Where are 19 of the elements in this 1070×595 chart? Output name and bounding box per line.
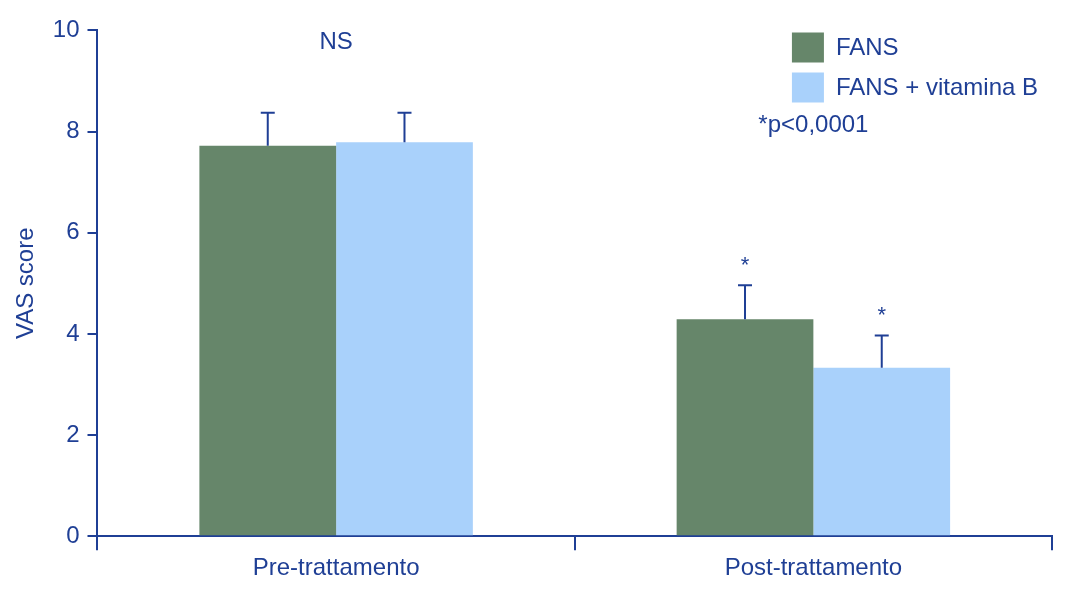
bar xyxy=(336,142,473,536)
y-axis-title: VAS score xyxy=(11,227,39,340)
bar xyxy=(813,367,951,536)
x-tick-label: Pre-trattamento xyxy=(252,553,420,581)
y-tick-label: 8 xyxy=(66,116,80,144)
annotation: NS xyxy=(319,27,353,55)
y-tick-label: 6 xyxy=(66,217,80,245)
data-label: * xyxy=(877,302,887,328)
y-tick-label: 4 xyxy=(66,318,80,346)
y-tick-label: 0 xyxy=(66,520,80,548)
legend-label: FANS + vitamina B xyxy=(835,73,1038,101)
annotation: *p<0,0001 xyxy=(758,109,869,137)
legend-label: FANS xyxy=(835,33,899,61)
y-tick-label: 2 xyxy=(66,419,80,447)
y-tick-label: 10 xyxy=(52,15,80,43)
data-label: * xyxy=(740,252,750,278)
x-tick-label: Post-trattamento xyxy=(724,553,903,581)
bar xyxy=(676,319,814,536)
bar xyxy=(199,145,337,536)
